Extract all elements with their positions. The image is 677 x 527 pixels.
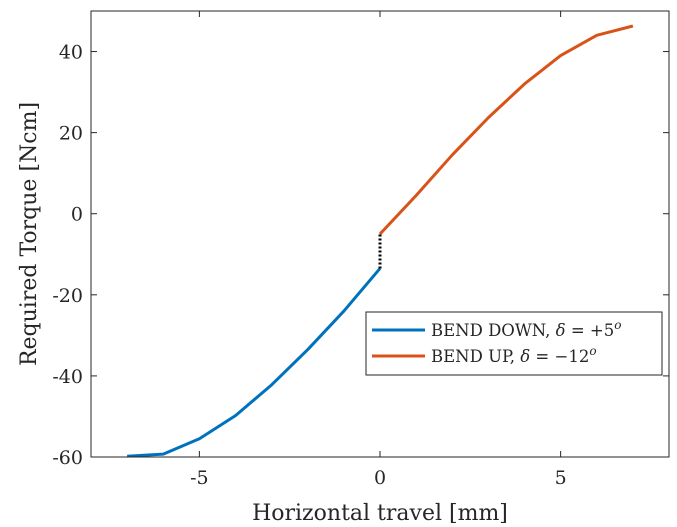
series-line-bend-down	[127, 267, 382, 458]
legend-text-eq: = +5	[566, 321, 615, 340]
plot-content	[127, 24, 634, 458]
x-axis-label: Horizontal travel [mm]	[252, 501, 508, 526]
legend-box	[365, 311, 663, 376]
legend-text-var: δ	[520, 347, 530, 366]
x-tick-label: -5	[190, 467, 209, 489]
legend-text-sup: o	[614, 318, 621, 332]
y-axis-label: Required Torque [Ncm]	[17, 102, 42, 366]
y-tick-label: 0	[71, 204, 83, 226]
y-tick-label: 40	[59, 42, 83, 64]
legend-text-main: BEND UP,	[431, 347, 520, 366]
legend-entry: BEND DOWN, δ = +5o	[431, 318, 621, 340]
legend-text-eq: = −12	[530, 347, 589, 366]
legend-text-sup: o	[589, 344, 596, 358]
y-tick-label: -60	[52, 447, 83, 469]
y-tick-label: -40	[52, 366, 83, 388]
series-line-bend-up	[378, 24, 634, 236]
x-tick-label: 0	[374, 467, 386, 489]
legend-text-var: δ	[556, 321, 566, 340]
y-tick-label: -20	[52, 285, 83, 307]
axis-ticks: -5 0 5 -60 -40 -20 0 20 40	[52, 11, 669, 489]
y-tick-label: 20	[59, 123, 83, 145]
x-tick-label: 5	[555, 467, 567, 489]
legend-entry: BEND UP, δ = −12o	[431, 344, 597, 366]
legend-text-main: BEND DOWN,	[431, 321, 556, 340]
